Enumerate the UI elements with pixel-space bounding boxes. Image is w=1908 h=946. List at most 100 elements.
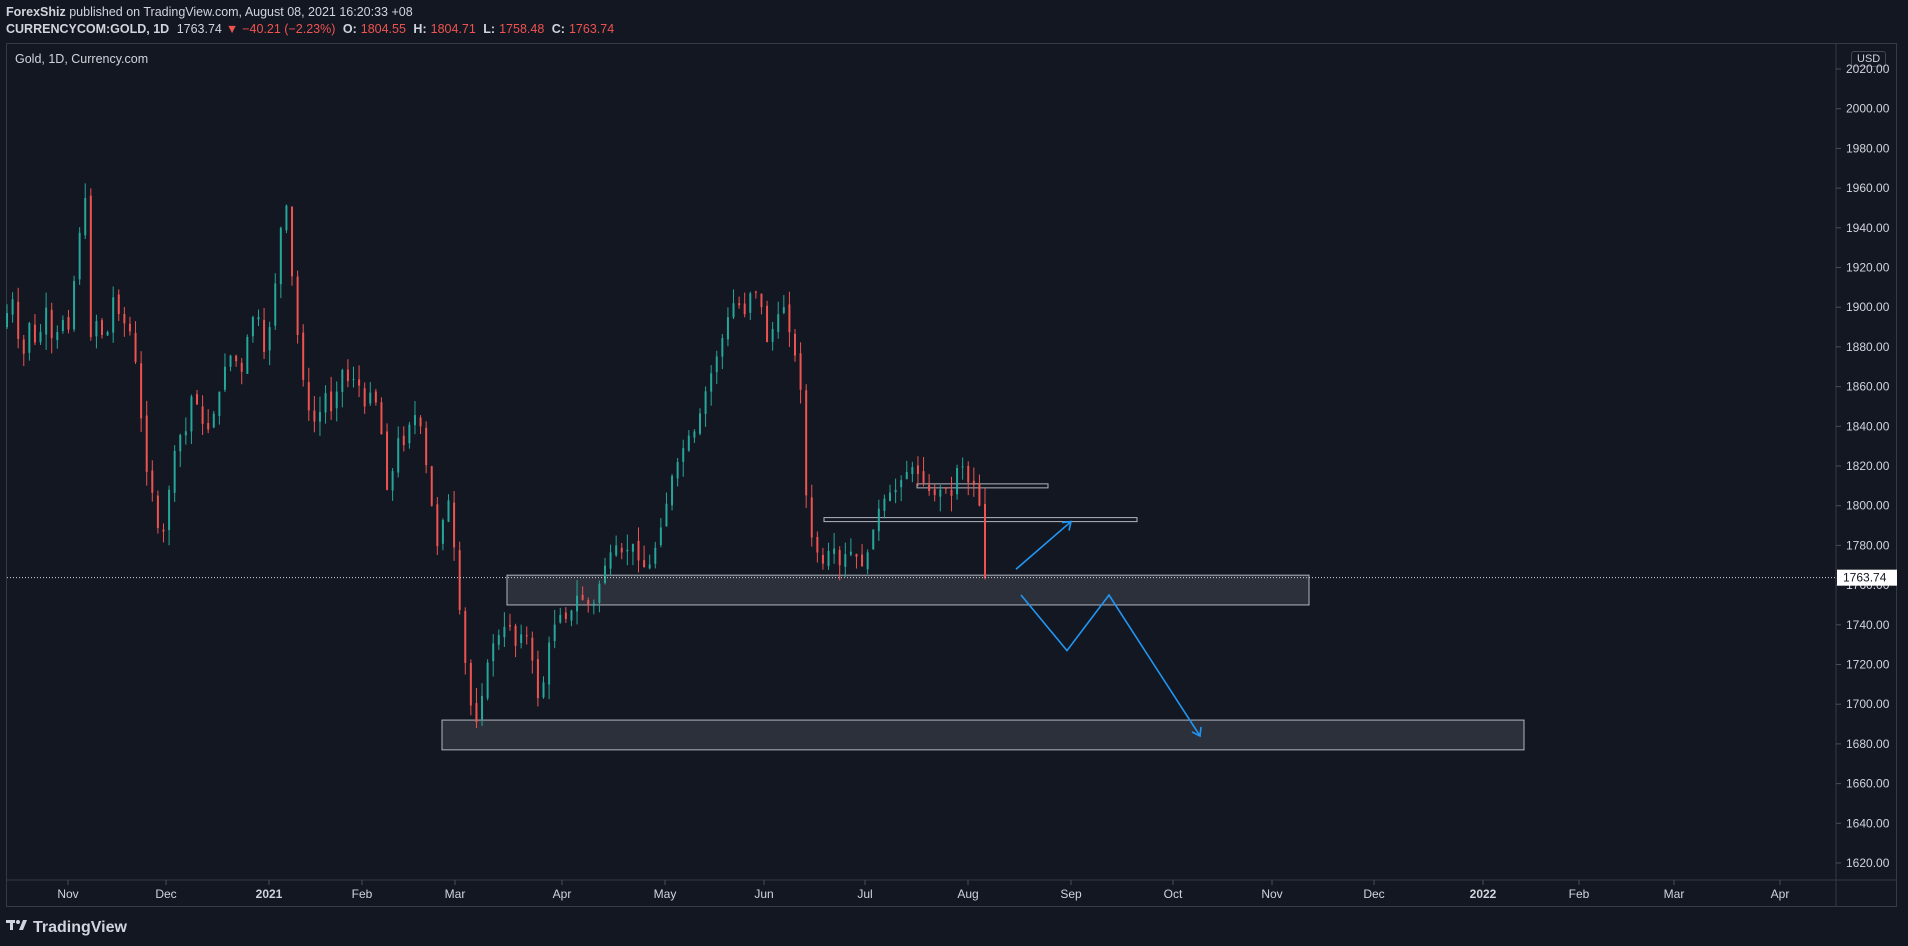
time-tick-label: Nov	[1261, 887, 1282, 901]
candle-body	[453, 502, 456, 548]
candle-body	[631, 543, 634, 552]
candle-body	[441, 519, 444, 544]
candle-body	[156, 495, 159, 528]
zones-layer	[441, 483, 1525, 751]
candle-body	[386, 431, 389, 490]
price-tick-label: 1660.00	[1846, 777, 1890, 791]
candle-body	[844, 554, 847, 567]
candle-body	[698, 413, 701, 434]
projection-down-arrow[interactable]	[1020, 593, 1201, 737]
candle-body	[816, 536, 819, 553]
candle-body	[710, 373, 713, 392]
candle-body	[603, 565, 606, 583]
candle-body	[101, 320, 104, 335]
time-tick-label: Nov	[57, 887, 78, 901]
author-name[interactable]: ForexShiz	[6, 5, 66, 19]
candle-body	[732, 303, 735, 318]
last-price-tag-label: 1763.74	[1843, 571, 1887, 585]
candle-body	[162, 529, 165, 532]
price-tick-label: 1900.00	[1846, 300, 1890, 314]
projection-up-arrow[interactable]	[1015, 520, 1072, 570]
candle-body	[777, 314, 780, 332]
price-tick-label: 1640.00	[1846, 816, 1890, 830]
resistance-line-lower[interactable]	[823, 517, 1138, 523]
candle-body	[615, 545, 618, 556]
candle-body	[553, 624, 556, 642]
candle-body	[950, 489, 953, 496]
candle-body	[168, 489, 171, 531]
candle-body	[374, 391, 377, 403]
candle-body	[302, 332, 305, 380]
candle-body	[520, 634, 523, 644]
candle-body	[939, 489, 942, 497]
candle-body	[352, 379, 355, 381]
candle-body	[944, 487, 947, 489]
candle-body	[564, 612, 567, 620]
candle-body	[184, 431, 187, 436]
close-label: C:	[551, 22, 565, 36]
open-label: O:	[342, 22, 357, 36]
candle-body	[548, 642, 551, 685]
candle-body	[715, 356, 718, 373]
candle-body	[592, 603, 595, 607]
price-tick-label: 2020.00	[1846, 62, 1890, 76]
candle-body	[263, 320, 266, 352]
symbol-label: CURRENCYCOM:GOLD, 1D	[6, 22, 170, 36]
candle-body	[50, 309, 53, 339]
price-tick-label: 1920.00	[1846, 261, 1890, 275]
open-value: 1804.55	[360, 22, 406, 36]
candle-body	[872, 529, 875, 550]
high-value: 1804.71	[430, 22, 476, 36]
chart-header: ForexShiz published on TradingView.com, …	[0, 0, 1908, 42]
price-tick-label: 2000.00	[1846, 102, 1890, 116]
time-tick-label: Oct	[1164, 887, 1183, 901]
candle-body	[704, 391, 707, 414]
time-tick-label: May	[654, 887, 677, 901]
tradingview-logo-icon	[6, 918, 28, 937]
candle-body	[576, 595, 579, 612]
candle-body	[391, 470, 394, 491]
support-zone-upper[interactable]	[506, 574, 1310, 606]
candle-body	[313, 410, 316, 422]
candle-body	[687, 435, 690, 451]
candle-body	[201, 406, 204, 424]
resistance-line-upper[interactable]	[916, 483, 1049, 489]
candle-body	[922, 471, 925, 483]
time-axis[interactable]: Nov Dec 2021 Feb Mar Apr May Jun Jul Aug Sep Oct Nov…	[57, 880, 1789, 901]
time-tick-label: 2021	[256, 887, 283, 901]
time-tick-label: Mar	[1664, 887, 1685, 901]
time-tick-label: Aug	[957, 887, 978, 901]
projection-down-arrowhead	[1191, 726, 1202, 738]
publish-info: published on TradingView.com, August 08,…	[69, 5, 413, 19]
candle-body	[112, 297, 115, 333]
candle-body	[849, 551, 852, 555]
price-change: −40.21 (−2.23%)	[242, 22, 336, 36]
tradingview-brand: TradingView	[33, 918, 127, 936]
time-tick-label: Apr	[1771, 887, 1790, 901]
candle-body	[95, 321, 98, 337]
candle-body	[61, 319, 64, 331]
time-tick-label: Jun	[754, 887, 773, 901]
candle-body	[637, 540, 640, 561]
support-zone-lower[interactable]	[441, 719, 1525, 751]
price-tick-label: 1620.00	[1846, 856, 1890, 870]
low-value: 1758.48	[499, 22, 545, 36]
candle-body	[894, 489, 897, 493]
chart-pane[interactable]	[6, 43, 1897, 907]
candle-body	[33, 324, 36, 343]
candle-body	[17, 301, 20, 339]
candle-body	[419, 417, 422, 427]
price-axis[interactable]: 2020.00 2000.00 1980.00 1960.00 1940.00 1920.…	[1836, 62, 1890, 870]
candle-body	[402, 435, 405, 446]
candle-body	[503, 626, 506, 638]
candle-body	[458, 550, 461, 611]
candle-body	[771, 329, 774, 342]
candle-body	[961, 466, 964, 468]
candle-body	[56, 332, 59, 341]
candle-body	[542, 682, 545, 698]
candle-body	[766, 305, 769, 342]
currency-badge[interactable]: USD	[1851, 51, 1887, 67]
candle-body	[570, 610, 573, 621]
tradingview-logo[interactable]: TradingView	[6, 918, 127, 937]
